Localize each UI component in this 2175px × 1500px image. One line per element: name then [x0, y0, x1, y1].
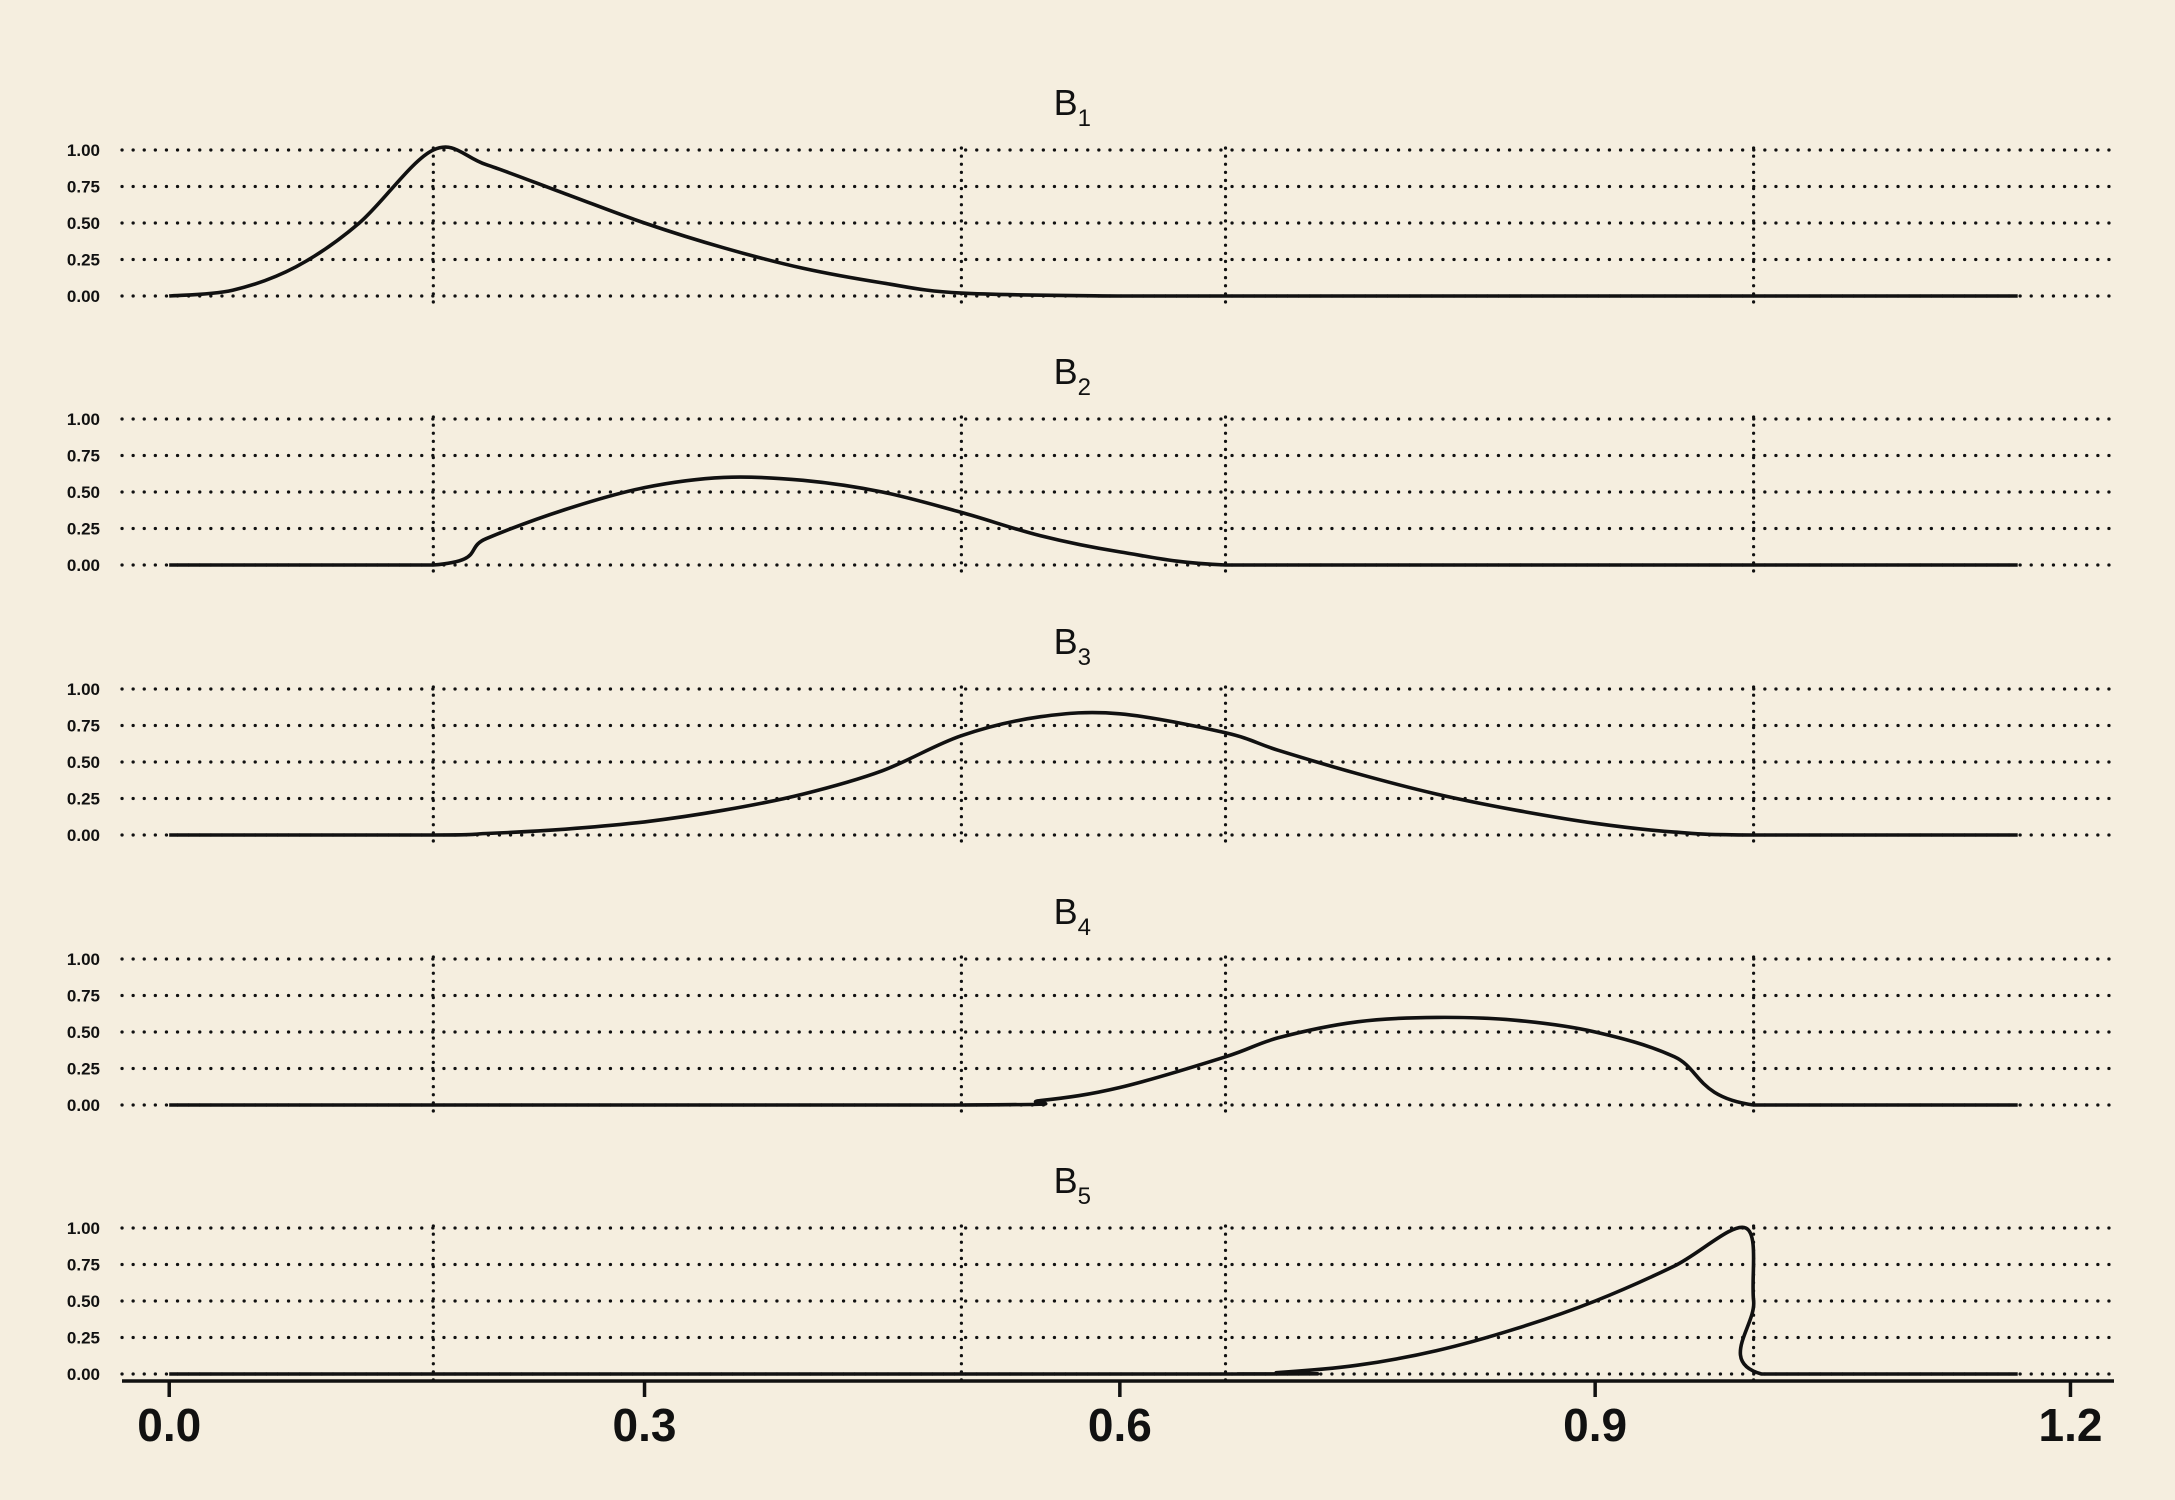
y-tick-label: 0.50 — [67, 483, 100, 502]
basis-curve — [169, 1015, 2018, 1107]
x-tick-label: 1.2 — [2038, 1399, 2102, 1451]
panel-1: B1 0.00 0.25 0.50 0.75 1.00 — [67, 82, 2120, 306]
y-tick-label: 0.00 — [67, 1096, 100, 1115]
y-tick-label: 0.00 — [67, 556, 100, 575]
panel-title-base: B — [1054, 621, 1078, 662]
y-tick-label: 0.75 — [67, 178, 100, 197]
panel-title: B1 — [1054, 82, 1091, 132]
y-tick-label: 0.25 — [67, 520, 100, 539]
panel-title: B3 — [1054, 621, 1091, 671]
x-tick-label: 0.6 — [1088, 1399, 1152, 1451]
y-tick-label: 0.00 — [67, 287, 100, 306]
y-tick-label: 1.00 — [67, 950, 100, 969]
y-tick-label: 0.75 — [67, 987, 100, 1006]
y-tick-label: 0.25 — [67, 251, 100, 270]
x-tick-label: 0.3 — [613, 1399, 677, 1451]
basis-curve — [169, 710, 2018, 837]
y-tick-label: 0.25 — [67, 1060, 100, 1079]
panel-title-base: B — [1054, 351, 1078, 392]
basis-curve — [169, 1225, 2018, 1376]
y-tick-label: 0.50 — [67, 214, 100, 233]
panel-title-subscript: 3 — [1078, 644, 1091, 671]
panel-3: B3 0.00 0.25 0.50 0.75 1.00 — [67, 621, 2120, 845]
panel-2: B2 0.00 0.25 0.50 0.75 1.00 — [67, 351, 2120, 575]
panel-title-base: B — [1054, 1160, 1078, 1201]
x-tick-label: 0.0 — [137, 1399, 201, 1451]
panel-title-subscript: 1 — [1078, 105, 1091, 132]
basis-curve — [169, 475, 2018, 567]
y-tick-label: 1.00 — [67, 1219, 100, 1238]
y-tick-label: 1.00 — [67, 680, 100, 699]
y-tick-label: 0.25 — [67, 1329, 100, 1348]
panel-title: B2 — [1054, 351, 1091, 401]
panels-group: B10.000.250.500.751.00B20.000.250.500.75… — [67, 82, 2120, 1384]
y-tick-label: 0.25 — [67, 790, 100, 809]
y-tick-label: 1.00 — [67, 141, 100, 160]
y-tick-label: 1.00 — [67, 410, 100, 429]
panel-title: B5 — [1054, 1160, 1091, 1210]
y-tick-label: 0.75 — [67, 1256, 100, 1275]
y-tick-label: 0.50 — [67, 1292, 100, 1311]
panel-title-base: B — [1054, 891, 1078, 932]
panel-title-subscript: 5 — [1078, 1183, 1091, 1210]
y-tick-label: 0.75 — [67, 447, 100, 466]
y-tick-label: 0.00 — [67, 1365, 100, 1384]
y-tick-label: 0.50 — [67, 753, 100, 772]
panel-title: B4 — [1054, 891, 1091, 941]
x-tick-label: 0.9 — [1563, 1399, 1627, 1451]
y-tick-label: 0.50 — [67, 1023, 100, 1042]
panel-title-subscript: 2 — [1078, 374, 1091, 401]
panel-title-base: B — [1054, 82, 1078, 123]
x-axis: 0.0 0.3 0.6 0.9 1.2 — [122, 1379, 2114, 1451]
panel-title-subscript: 4 — [1078, 914, 1091, 941]
y-tick-label: 0.00 — [67, 826, 100, 845]
basis-curve — [169, 145, 2018, 298]
panel-4: B4 0.00 0.25 0.50 0.75 1.00 — [67, 891, 2120, 1115]
y-tick-label: 0.75 — [67, 717, 100, 736]
panel-5: B5 0.00 0.25 0.50 0.75 1.00 — [67, 1160, 2120, 1384]
